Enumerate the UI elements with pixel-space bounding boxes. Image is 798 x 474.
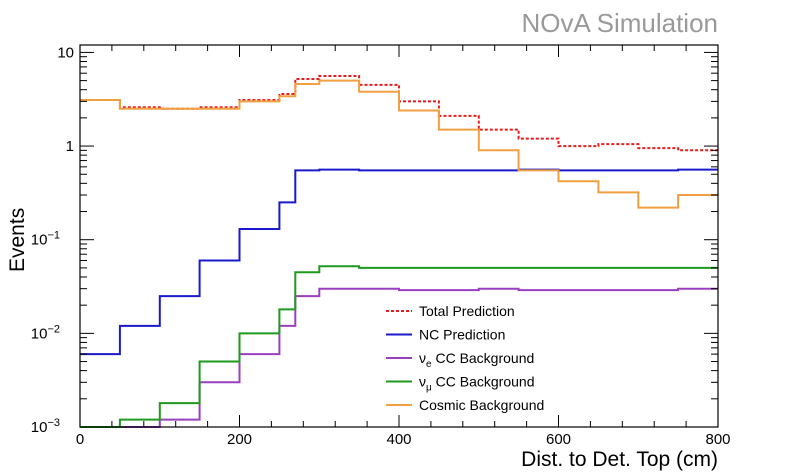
watermark-text: NOvA Simulation <box>521 8 718 38</box>
x-tick-label: 0 <box>76 431 84 448</box>
y-tick-label: 10−1 <box>31 230 60 249</box>
legend-label-1: NC Prediction <box>419 327 505 343</box>
legend-label-0: Total Prediction <box>419 303 515 319</box>
series-line-1 <box>80 168 718 356</box>
x-tick-label: 400 <box>386 431 411 448</box>
x-axis-title: Dist. to Det. Top (cm) <box>521 448 718 471</box>
x-tick-label: 200 <box>227 431 252 448</box>
y-tick-label: 10−3 <box>31 417 60 436</box>
legend-label-2: νe CC Background <box>419 350 534 370</box>
x-tick-label: 600 <box>546 431 571 448</box>
ticks-layer: 0 200 400 600 800 10 1 10−1 10−2 10−3 <box>31 44 731 448</box>
series-line-3 <box>80 265 718 428</box>
y-axis-title: Events <box>6 208 29 272</box>
y-tick-label: 10 <box>57 44 74 61</box>
y-tick-label: 10−2 <box>31 323 60 342</box>
x-tick-label: 800 <box>705 431 730 448</box>
legend: Total Prediction NC Prediction νe CC Backg… <box>386 303 544 413</box>
series-line-4 <box>80 79 718 209</box>
y-tick-label: 1 <box>66 138 74 155</box>
legend-label-4: Cosmic Background <box>419 397 544 413</box>
legend-label-3: νμ CC Background <box>419 374 534 394</box>
series-line-0 <box>80 75 718 152</box>
series-layer <box>80 75 718 428</box>
